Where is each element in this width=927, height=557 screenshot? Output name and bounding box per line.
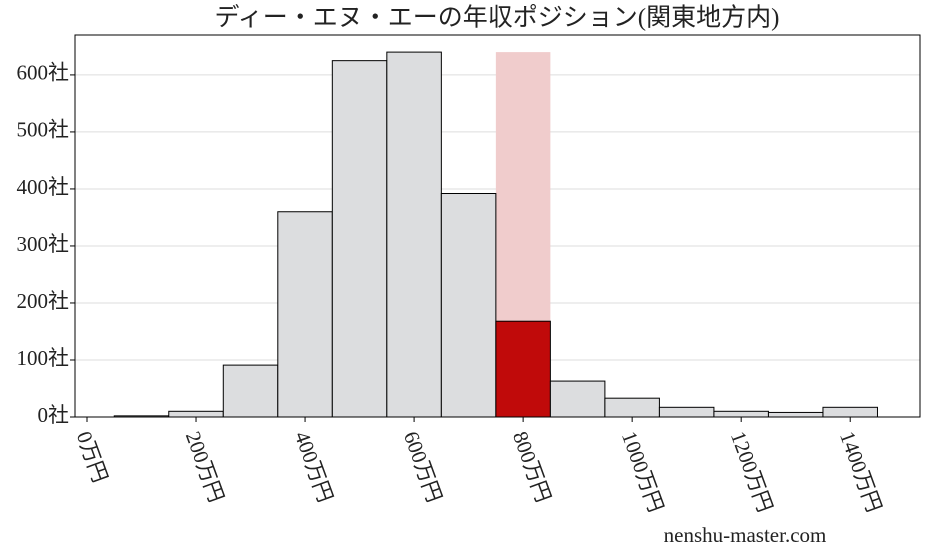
y-tick-label: 100社 <box>17 346 70 370</box>
bar <box>767 411 824 418</box>
x-tick-label: 1000万円 <box>617 428 668 515</box>
bar <box>440 193 497 418</box>
y-tick-label: 300社 <box>17 232 70 256</box>
x-tick-label: 1200万円 <box>726 428 777 515</box>
y-tick-label: 0社 <box>38 403 70 427</box>
bar <box>277 211 333 418</box>
watermark: nenshu-master.com <box>664 523 827 547</box>
bar <box>495 320 551 418</box>
bar <box>713 410 769 418</box>
bar <box>604 397 660 418</box>
y-tick-label: 200社 <box>17 289 70 313</box>
x-tick-label: 0万円 <box>72 428 113 486</box>
x-tick-label: 200万円 <box>181 428 229 505</box>
x-tick-label: 1400万円 <box>835 428 886 515</box>
y-tick-label: 600社 <box>17 61 70 85</box>
x-tick-label: 600万円 <box>399 428 447 505</box>
y-tick-label: 500社 <box>17 118 70 142</box>
y-tick-label: 400社 <box>17 175 70 199</box>
x-tick-label: 800万円 <box>508 428 556 505</box>
bar <box>168 410 224 418</box>
bar <box>658 406 715 418</box>
chart-title: ディー・エヌ・エーの年収ポジション(関東地方内) <box>215 4 780 32</box>
bar <box>222 364 279 418</box>
bar <box>549 380 606 418</box>
bar <box>822 406 878 418</box>
plot-frame <box>74 34 921 418</box>
bar <box>386 51 442 418</box>
x-tick-label: 400万円 <box>290 428 338 505</box>
bar <box>331 60 388 418</box>
